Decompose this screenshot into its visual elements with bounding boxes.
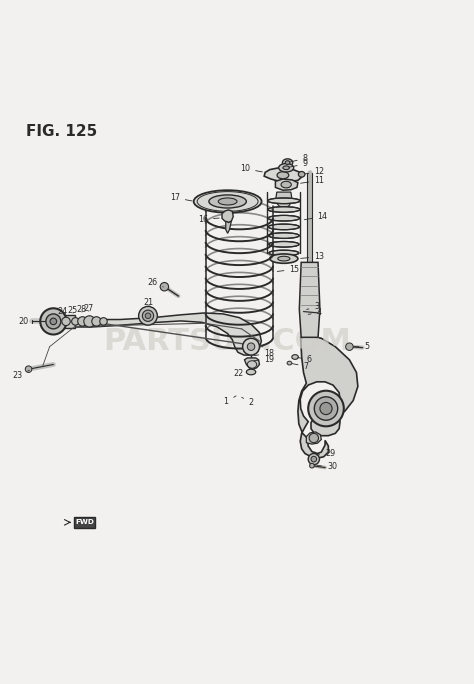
Circle shape	[314, 397, 337, 420]
Text: 27: 27	[83, 304, 93, 313]
Text: 6: 6	[298, 355, 311, 365]
Circle shape	[243, 339, 259, 355]
Text: 2: 2	[242, 397, 254, 408]
Text: 10: 10	[240, 164, 263, 173]
Ellipse shape	[285, 161, 290, 164]
Text: 22: 22	[234, 369, 249, 378]
Circle shape	[100, 317, 107, 325]
Text: 26: 26	[147, 278, 163, 287]
Polygon shape	[54, 315, 75, 328]
Circle shape	[310, 463, 314, 468]
Circle shape	[78, 317, 87, 326]
Ellipse shape	[279, 163, 294, 172]
Circle shape	[62, 317, 70, 326]
Ellipse shape	[298, 172, 305, 177]
Text: 5: 5	[354, 342, 370, 351]
Text: 20: 20	[18, 317, 38, 326]
Polygon shape	[222, 210, 233, 222]
Polygon shape	[306, 432, 321, 444]
Circle shape	[92, 317, 101, 326]
Circle shape	[46, 314, 61, 329]
Ellipse shape	[281, 181, 292, 188]
Circle shape	[40, 308, 66, 334]
Text: 16: 16	[198, 215, 219, 224]
Text: 15: 15	[277, 265, 300, 274]
Polygon shape	[299, 263, 320, 337]
Ellipse shape	[218, 198, 237, 205]
Circle shape	[346, 343, 353, 350]
Polygon shape	[226, 221, 231, 233]
Text: 24: 24	[58, 307, 68, 316]
FancyBboxPatch shape	[74, 517, 95, 527]
Circle shape	[247, 343, 255, 350]
Text: 9: 9	[289, 159, 308, 168]
Text: 18: 18	[254, 349, 274, 358]
Ellipse shape	[283, 159, 293, 166]
Ellipse shape	[278, 256, 290, 261]
Text: 21: 21	[144, 298, 154, 306]
Text: 28: 28	[76, 304, 87, 314]
Circle shape	[309, 434, 319, 443]
Ellipse shape	[287, 361, 292, 365]
Polygon shape	[264, 168, 301, 182]
Text: 13: 13	[301, 252, 324, 261]
Circle shape	[25, 366, 32, 373]
Ellipse shape	[268, 207, 300, 212]
Circle shape	[308, 391, 344, 426]
Text: 11: 11	[301, 176, 324, 185]
Text: 12: 12	[305, 167, 324, 176]
Polygon shape	[72, 313, 261, 355]
Circle shape	[311, 456, 317, 462]
Text: 8: 8	[290, 154, 308, 163]
Text: 29: 29	[317, 449, 335, 458]
Ellipse shape	[268, 198, 300, 204]
Ellipse shape	[268, 224, 300, 230]
Ellipse shape	[194, 190, 262, 213]
Text: 14: 14	[304, 212, 328, 221]
Circle shape	[142, 310, 154, 321]
Text: 25: 25	[67, 306, 77, 315]
Text: 3: 3	[307, 302, 319, 311]
Circle shape	[308, 453, 319, 464]
Circle shape	[160, 282, 169, 291]
Text: 17: 17	[170, 193, 192, 202]
Text: FIG. 125: FIG. 125	[26, 124, 98, 139]
Circle shape	[50, 318, 57, 325]
Circle shape	[84, 316, 95, 327]
Polygon shape	[298, 337, 358, 458]
Circle shape	[138, 306, 157, 325]
Ellipse shape	[283, 166, 290, 170]
Circle shape	[72, 317, 79, 325]
Ellipse shape	[268, 233, 299, 239]
Circle shape	[320, 402, 332, 415]
Ellipse shape	[268, 215, 300, 221]
Text: 4: 4	[308, 308, 322, 317]
Text: 19: 19	[254, 355, 274, 365]
Text: 7: 7	[292, 362, 309, 371]
Polygon shape	[275, 179, 298, 190]
Ellipse shape	[246, 369, 256, 375]
Ellipse shape	[277, 172, 289, 179]
Ellipse shape	[270, 254, 298, 263]
Text: FWD: FWD	[75, 519, 94, 525]
Ellipse shape	[292, 354, 298, 359]
Polygon shape	[275, 192, 292, 208]
Ellipse shape	[269, 250, 299, 256]
Text: 1: 1	[224, 396, 236, 406]
Ellipse shape	[269, 241, 299, 247]
Text: 30: 30	[317, 462, 337, 471]
Ellipse shape	[209, 195, 246, 208]
Polygon shape	[245, 358, 259, 369]
Circle shape	[145, 313, 151, 319]
Text: 23: 23	[12, 370, 29, 380]
Text: PARTSUG.COM: PARTSUG.COM	[104, 328, 352, 356]
